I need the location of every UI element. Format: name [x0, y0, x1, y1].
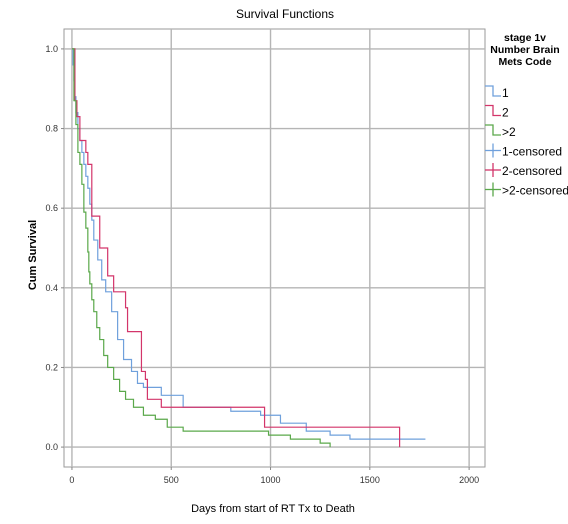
- legend-title-line: Mets Code: [498, 56, 551, 68]
- chart-title: Survival Functions: [236, 7, 334, 21]
- y-tick-label: 0.6: [45, 203, 58, 213]
- series-layer: [71, 48, 426, 448]
- x-axis-label: Days from start of RT Tx to Death: [191, 503, 355, 515]
- series-2-line: [71, 48, 401, 448]
- legend-title-line: Number Brain: [490, 44, 559, 56]
- legend-line-swatch: [485, 85, 501, 97]
- y-axis-label: Cum Survival: [27, 220, 39, 290]
- legend-item: 2: [485, 104, 509, 120]
- legend-item: 1-censored: [485, 143, 562, 159]
- series-gt2-line: [71, 48, 331, 448]
- y-tick-label: 0.2: [45, 362, 58, 372]
- legend-title-line: stage 1v: [504, 32, 546, 44]
- legend-line-swatch: [485, 124, 501, 136]
- legend-label: 1-censored: [502, 145, 562, 159]
- legend-items: 1 2 >2 1-censored 2-censored >2-censored: [485, 85, 568, 198]
- legend-item: >2-censored: [485, 182, 568, 198]
- plot-area: [63, 28, 486, 468]
- legend-label: >2: [502, 125, 516, 139]
- y-tick-label: 0.8: [45, 124, 58, 134]
- x-tick-label: 1000: [261, 475, 281, 485]
- legend-line-swatch: [485, 104, 501, 117]
- x-tick-label: 500: [164, 475, 179, 485]
- legend-label: 1: [502, 86, 509, 100]
- x-tick-label: 1500: [360, 475, 380, 485]
- legend-label: >2-censored: [502, 184, 568, 198]
- plot-frame: [63, 28, 486, 468]
- y-tick-label: 0.4: [45, 283, 58, 293]
- y-tick-label: 0.0: [45, 442, 58, 452]
- x-tick-label: 2000: [459, 475, 479, 485]
- y-tick-label: 1.0: [45, 44, 58, 54]
- axis-ticks: 0 500 1000 1500 2000 0.0 0.2 0.4 0.6 0.8 1.0: [45, 44, 479, 485]
- x-tick-label: 0: [69, 475, 74, 485]
- legend-label: 2-censored: [502, 164, 562, 178]
- grid: [64, 29, 485, 467]
- legend-label: 2: [502, 106, 509, 120]
- legend-item: 2-censored: [485, 163, 562, 178]
- legend-item: >2: [485, 124, 516, 139]
- legend-item: 1: [485, 85, 509, 100]
